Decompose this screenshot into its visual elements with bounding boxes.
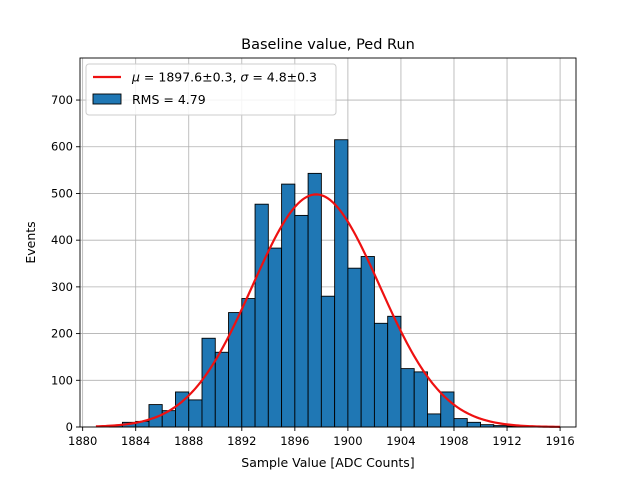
histogram-bar xyxy=(214,351,229,428)
y-tick-label: 300 xyxy=(51,280,73,294)
x-tick-label: 1916 xyxy=(545,434,574,448)
histogram-bar xyxy=(320,295,336,428)
histogram-bar xyxy=(267,247,283,428)
x-tick-label: 1904 xyxy=(386,434,415,448)
legend-histogram-label: RMS = 4.79 xyxy=(132,92,206,107)
y-axis-label: Events xyxy=(23,221,38,263)
x-tick-label: 1888 xyxy=(174,434,203,448)
histogram-bar xyxy=(466,421,481,428)
y-tick-label: 200 xyxy=(51,327,73,341)
legend-mu-value: = 1897.6±0.3, xyxy=(140,70,240,85)
legend: μ = 1897.6±0.3, σ = 4.8±0.3 RMS = 4.79 xyxy=(85,63,337,116)
histogram-bar xyxy=(360,256,375,428)
x-tick-label: 1900 xyxy=(333,434,362,448)
y-tick-label: 0 xyxy=(66,420,73,434)
histogram-bar xyxy=(307,172,322,428)
y-tick-label: 700 xyxy=(51,93,73,107)
histogram-bar xyxy=(334,139,349,428)
histogram-bar xyxy=(400,368,415,428)
y-axis-ticks: 0 100 200 300 400 500 600 700 xyxy=(51,93,80,434)
x-axis-label: Sample Value [ADC Counts] xyxy=(241,455,414,470)
legend-box xyxy=(85,63,337,116)
histogram-bar xyxy=(387,315,402,428)
histogram-bar xyxy=(413,371,428,428)
x-tick-label: 1892 xyxy=(227,434,256,448)
histogram-bar xyxy=(228,312,243,428)
histogram-bar xyxy=(241,298,256,428)
x-tick-label: 1884 xyxy=(121,434,150,448)
x-tick-label: 1896 xyxy=(280,434,309,448)
legend-sigma-symbol: σ xyxy=(240,70,249,85)
x-tick-label: 1908 xyxy=(439,434,468,448)
y-tick-label: 500 xyxy=(51,186,73,200)
y-tick-label: 600 xyxy=(51,140,73,154)
histogram-bar xyxy=(254,203,269,428)
legend-sigma-value: = 4.8±0.3 xyxy=(248,70,317,85)
histogram-bar xyxy=(440,391,455,428)
histogram-bar xyxy=(373,322,389,428)
histogram-bar xyxy=(347,267,362,428)
histogram-bar xyxy=(294,214,309,428)
chart-title: Baseline value, Ped Run xyxy=(241,37,415,53)
x-tick-label: 1912 xyxy=(492,434,521,448)
histogram-bar xyxy=(201,337,216,428)
histogram-bar xyxy=(453,418,468,428)
x-axis-ticks: 1880 1884 1888 1892 1896 1900 1904 1908 1912 1916 xyxy=(68,427,575,448)
histogram-bar xyxy=(281,183,296,428)
gaussian-fit-curve xyxy=(95,193,561,428)
histogram-bar xyxy=(427,413,442,428)
axes-frame xyxy=(79,57,577,428)
y-tick-label: 400 xyxy=(51,233,73,247)
histogram-bar xyxy=(188,399,203,428)
legend-mu-symbol: μ xyxy=(131,70,140,85)
legend-fit-label: μ = 1897.6±0.3, σ = 4.8±0.3 xyxy=(131,70,317,85)
plot-area: 1880 1884 1888 1892 1896 1900 1904 1908 1912 1916… xyxy=(51,57,577,448)
x-tick-label: 1880 xyxy=(68,434,97,448)
y-tick-label: 100 xyxy=(51,373,73,387)
legend-histogram-swatch xyxy=(92,93,122,105)
